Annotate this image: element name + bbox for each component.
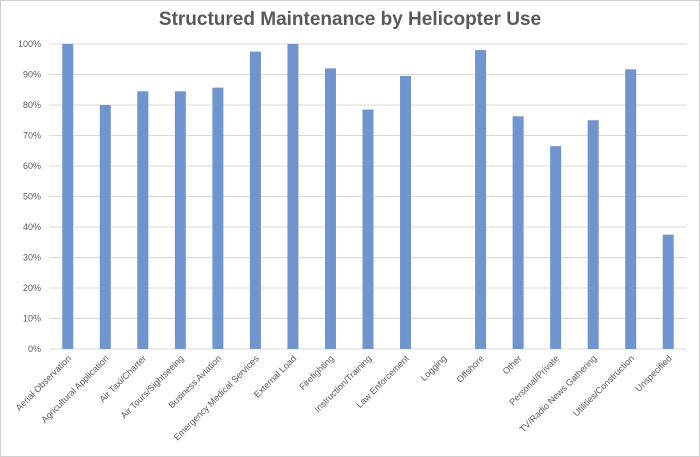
y-tick-label: 30% [23,253,41,263]
bar [174,91,186,350]
bar [587,120,599,349]
bar [662,234,674,349]
bar [99,105,111,349]
bar [249,51,261,349]
x-tick-label: Offshore [455,353,486,384]
y-tick-label: 80% [23,100,41,110]
x-tick-label: Unspecified [633,353,673,393]
x-tick-label: Other [501,353,524,376]
x-tick-label: TV/Radio News Gathering [518,353,599,434]
bar [287,44,299,349]
x-tick-label: Firefighting [297,353,336,392]
x-tick-label: Air Tours/Sightseeing [119,353,186,420]
bar [137,91,149,350]
y-tick-label: 60% [23,161,41,171]
bar [324,68,336,350]
bar [550,146,562,349]
x-tick-label: Logging [419,353,449,383]
y-tick-label: 20% [23,283,41,293]
bar [62,44,74,349]
bar [212,87,224,350]
y-tick-label: 70% [23,131,41,141]
y-tick-label: 90% [23,70,41,80]
bar [400,76,412,350]
bar [512,116,524,349]
bar [475,50,487,349]
y-tick-label: 50% [23,192,41,202]
x-tick-label: Agricultural Application [39,353,110,424]
y-tick-label: 100% [18,39,41,49]
chart-title: Structured Maintenance by Helicopter Use [158,9,542,30]
bar [625,69,637,349]
bar [362,109,374,349]
y-tick-label: 40% [23,222,41,232]
y-tick-label: 0% [28,344,41,354]
y-tick-label: 10% [23,314,41,324]
